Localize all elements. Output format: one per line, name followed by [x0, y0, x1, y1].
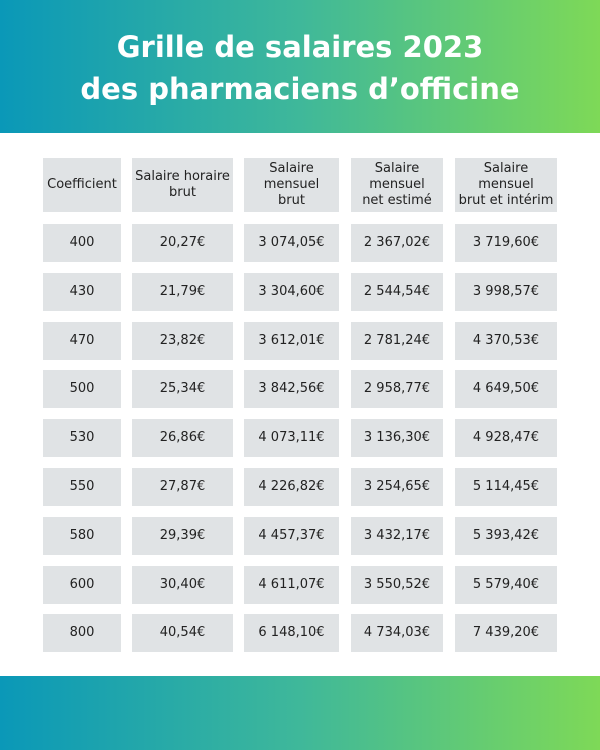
table-cell: 600	[43, 565, 121, 604]
table-cell: 21,79€	[132, 272, 233, 311]
table-cell: 4 226,82€	[244, 468, 339, 506]
table-cell: 26,86€	[132, 419, 233, 458]
table-cell: 20,27€	[132, 224, 233, 262]
table-cell: 4 734,03€	[351, 614, 443, 653]
table-cell: 4 649,50€	[455, 370, 557, 409]
column-header: Salaire mensuel brut	[244, 158, 339, 212]
table-cell: 3 612,01€	[244, 321, 339, 360]
table-cell: 2 544,54€	[351, 272, 443, 311]
table-cell: 2 958,77€	[351, 370, 443, 409]
title-line: des pharmaciens d’officine	[80, 72, 520, 106]
table-cell: 4 611,07€	[244, 565, 339, 604]
column-header: Salaire horaire brut	[132, 158, 233, 212]
table-cell: 30,40€	[132, 565, 233, 604]
table-cell: 5 579,40€	[455, 565, 557, 604]
table-cell: 800	[43, 614, 121, 653]
table-cell: 530	[43, 419, 121, 458]
table-cell: 3 304,60€	[244, 272, 339, 311]
table-cell: 4 457,37€	[244, 516, 339, 555]
table-cell: 25,34€	[132, 370, 233, 409]
footer-band	[0, 676, 600, 750]
table-cell: 4 370,53€	[455, 321, 557, 360]
table-cell: 3 136,30€	[351, 419, 443, 458]
table-cell: 3 074,05€	[244, 224, 339, 262]
table-cell: 3 550,52€	[351, 565, 443, 604]
table-cell: 23,82€	[132, 321, 233, 360]
table-cell: 40,54€	[132, 614, 233, 653]
table-cell: 3 842,56€	[244, 370, 339, 409]
table-cell: 6 148,10€	[244, 614, 339, 653]
table-cell: 500	[43, 370, 121, 409]
column-header: Salaire mensuel brut et intérim	[455, 158, 557, 212]
table-cell: 470	[43, 321, 121, 360]
table-cell: 3 719,60€	[455, 224, 557, 262]
table-cell: 400	[43, 224, 121, 262]
table-cell: 3 432,17€	[351, 516, 443, 555]
table-cell: 430	[43, 272, 121, 311]
title-line: Grille de salaires 2023	[116, 30, 484, 64]
column-header: Coefficient	[43, 158, 121, 212]
table-cell: 3 998,57€	[455, 272, 557, 311]
table-cell: 29,39€	[132, 516, 233, 555]
column-header: Salaire mensuel net estimé	[351, 158, 443, 212]
table-cell: 7 439,20€	[455, 614, 557, 653]
table-cell: 3 254,65€	[351, 468, 443, 506]
table-cell: 5 393,42€	[455, 516, 557, 555]
table-cell: 550	[43, 468, 121, 506]
table-cell: 27,87€	[132, 468, 233, 506]
table-cell: 2 781,24€	[351, 321, 443, 360]
header-band	[0, 0, 600, 133]
table-cell: 4 073,11€	[244, 419, 339, 458]
table-cell: 580	[43, 516, 121, 555]
table-cell: 2 367,02€	[351, 224, 443, 262]
table-cell: 4 928,47€	[455, 419, 557, 458]
table-cell: 5 114,45€	[455, 468, 557, 506]
